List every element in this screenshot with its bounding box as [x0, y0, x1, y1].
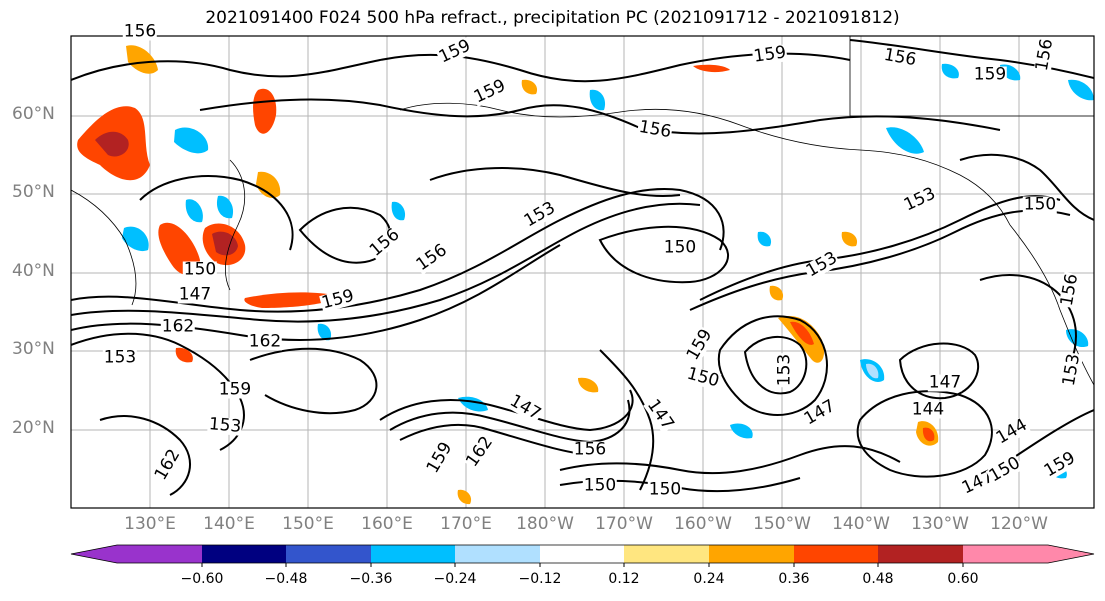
colorbar-segment: [878, 545, 963, 563]
contour-value-label: 147: [177, 284, 213, 305]
contour-value-label: 153: [207, 414, 243, 437]
colorbar-tick-label: −0.24: [433, 571, 477, 587]
contour-value-label: 162: [160, 316, 196, 337]
contour-value-label: 153: [774, 352, 795, 388]
coastlines: [71, 36, 1094, 386]
map-border: [70, 35, 1095, 509]
contour-value-label: 159: [972, 64, 1008, 85]
contour-lines: [71, 39, 1094, 496]
contour-value-label: 156: [572, 439, 608, 460]
contour-value-label: 150: [582, 475, 618, 496]
lon-label-120w: 120°W: [990, 514, 1048, 534]
lat-label-50n: 50°N: [12, 182, 55, 202]
lon-label-140w: 140°W: [832, 514, 890, 534]
colorbar-min-arrow: [71, 545, 117, 563]
lon-label-170w: 170°W: [595, 514, 653, 534]
lat-label-30n: 30°N: [12, 339, 55, 359]
contour-value-label: 144: [910, 399, 946, 420]
lat-label-40n: 40°N: [12, 261, 55, 281]
lon-label-170e: 170°E: [440, 514, 492, 534]
lat-label-20n: 20°N: [12, 418, 55, 438]
colorbar-tick-label: 0.12: [608, 571, 640, 587]
contour-value-label: 156: [122, 21, 158, 42]
colorbar-segment: [455, 545, 540, 563]
contour-value-label: 159: [751, 42, 789, 67]
colorbar-outline: [70, 544, 1095, 564]
lon-label-130w: 130°W: [911, 514, 969, 534]
lon-label-160e: 160°E: [361, 514, 413, 534]
contour-value-label: 150: [182, 259, 218, 280]
contour-value-label: 162: [247, 331, 283, 352]
contour-value-label: 159: [217, 379, 253, 400]
colorbar-segment: [117, 545, 202, 563]
contour-value-label: 150: [647, 479, 683, 500]
lon-label-150e: 150°E: [282, 514, 334, 534]
colorbar-segment: [202, 545, 286, 563]
colorbar-tick-label: 0.24: [693, 571, 725, 587]
lon-label-150w: 150°W: [753, 514, 811, 534]
colorbar-segment: [371, 545, 455, 563]
contour-value-label: 147: [927, 372, 963, 393]
precipitation-shading: [77, 45, 1094, 505]
contour-value-label: 150: [662, 237, 698, 258]
lon-label-160w: 160°W: [674, 514, 732, 534]
colorbar-tick-label: 0.48: [862, 571, 894, 587]
lon-label-140e: 140°E: [203, 514, 255, 534]
colorbar-segment: [709, 545, 794, 563]
colorbar-max-arrow: [1048, 545, 1094, 563]
colorbar-segment: [624, 545, 709, 563]
colorbar-segment: [540, 545, 624, 563]
colorbar-tick-label: 0.36: [778, 571, 810, 587]
colorbar-tick-label: 0.60: [947, 571, 979, 587]
contour-value-label: 150: [1022, 194, 1058, 215]
colorbar-tick-label: −0.12: [518, 571, 562, 587]
contour-value-label: 153: [102, 347, 138, 368]
colorbar-tick-label: −0.48: [264, 571, 308, 587]
colorbar-tick-label: −0.60: [180, 571, 224, 587]
colorbar-segment: [963, 545, 1048, 563]
lat-label-60n: 60°N: [12, 104, 55, 124]
lon-label-130e: 130°E: [124, 514, 176, 534]
map-title: 2021091400 F024 500 hPa refract., precip…: [205, 8, 900, 28]
colorbar: [70, 544, 1095, 567]
colorbar-tick-label: −0.36: [349, 571, 393, 587]
colorbar-segment: [794, 545, 878, 563]
lon-label-180w: 180°W: [516, 514, 574, 534]
colorbar-segment: [286, 545, 371, 563]
